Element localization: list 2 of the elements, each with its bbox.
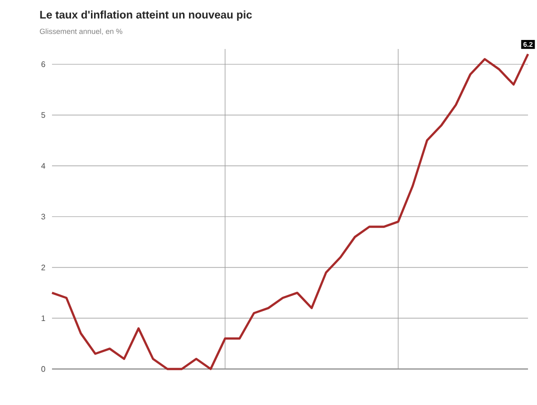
line-series (50, 52, 530, 370)
chart-title: Le taux d'inflation atteint un nouveau pic (40, 10, 252, 21)
